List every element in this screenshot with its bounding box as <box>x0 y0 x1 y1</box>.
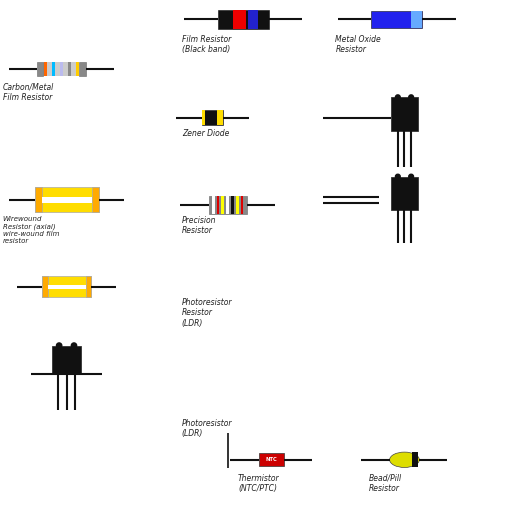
Text: Bead/Pill
Resistor: Bead/Pill Resistor <box>369 474 402 493</box>
Bar <box>37 62 44 76</box>
Bar <box>68 62 71 76</box>
Circle shape <box>409 174 414 179</box>
Text: Zener Diode: Zener Diode <box>182 129 229 138</box>
Bar <box>221 196 224 214</box>
Bar <box>42 276 48 297</box>
Bar <box>209 196 247 214</box>
Bar <box>218 10 269 29</box>
Bar <box>248 10 258 29</box>
Circle shape <box>395 95 400 100</box>
Bar <box>391 177 418 210</box>
Bar <box>60 62 63 76</box>
Bar <box>92 187 98 212</box>
Bar <box>44 62 79 76</box>
Bar <box>212 196 215 214</box>
Bar <box>226 196 229 214</box>
Bar <box>48 285 86 289</box>
Text: NTC: NTC <box>266 457 277 462</box>
Text: Thermistor
(NTC/PTC): Thermistor (NTC/PTC) <box>238 474 280 493</box>
Text: Wirewound
Resistor (axial)
wire-wound film
resistor: Wirewound Resistor (axial) wire-wound fi… <box>3 216 59 244</box>
Bar <box>35 187 41 212</box>
Bar <box>202 110 205 125</box>
Bar <box>41 197 92 203</box>
Text: Film Resistor
(Black band): Film Resistor (Black band) <box>182 35 231 54</box>
Text: Photoresistor
Resistor
(LDR): Photoresistor Resistor (LDR) <box>182 298 232 328</box>
Bar <box>231 196 234 214</box>
Circle shape <box>71 343 77 348</box>
Bar <box>217 196 220 214</box>
Bar <box>371 11 422 28</box>
Ellipse shape <box>390 452 419 467</box>
Bar <box>241 196 244 214</box>
Circle shape <box>395 174 400 179</box>
Bar <box>202 110 223 125</box>
Bar <box>259 453 284 466</box>
Text: Carbon/Metal
Film Resistor: Carbon/Metal Film Resistor <box>3 83 54 102</box>
Bar <box>79 62 86 76</box>
Circle shape <box>409 95 414 100</box>
Bar <box>411 11 422 28</box>
Bar <box>52 346 81 374</box>
Bar <box>86 276 91 297</box>
Bar <box>217 110 223 125</box>
Text: Photoresistor
(LDR): Photoresistor (LDR) <box>182 419 232 438</box>
Bar <box>233 10 246 29</box>
Bar <box>391 97 418 131</box>
Circle shape <box>56 343 62 348</box>
Bar <box>35 187 98 212</box>
Bar <box>236 196 239 214</box>
Bar <box>44 62 47 76</box>
Bar <box>413 452 418 467</box>
Text: Metal Oxide
Resistor: Metal Oxide Resistor <box>335 35 381 54</box>
Text: Precision
Resistor: Precision Resistor <box>182 216 216 236</box>
Bar <box>42 276 91 297</box>
Bar <box>52 62 55 76</box>
Bar <box>76 62 79 76</box>
